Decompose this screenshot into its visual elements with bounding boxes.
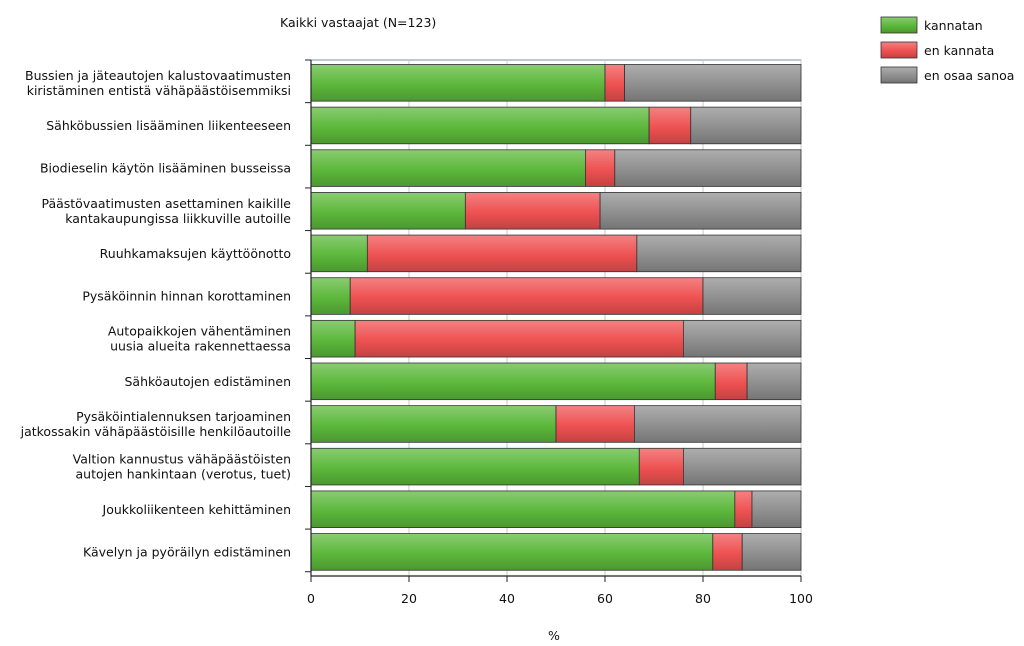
category-label-line: uusia alueita rakennettaessa xyxy=(110,339,291,354)
bar-12-en-osaa-sanoa xyxy=(741,533,802,571)
category-label-2: Sähköbussien lisääminen liikenteeseen xyxy=(46,118,291,133)
category-label-3: Biodieselin käytön lisääminen busseissa xyxy=(40,161,291,176)
category-label-line: Päästövaatimusten asettaminen kaikille xyxy=(41,196,291,211)
category-label-5: Ruuhkamaksujen käyttöönotto xyxy=(100,246,291,261)
plot-area xyxy=(310,59,802,577)
bar-8-en-kannata xyxy=(714,362,748,401)
category-label-6: Pysäköinnin hinnan korottaminen xyxy=(82,289,291,304)
bar-9-kannatan xyxy=(310,405,557,443)
category-label-line: Kävelyn ja pyöräilyn edistäminen xyxy=(83,544,291,559)
bar-11-en-osaa-sanoa xyxy=(751,490,802,529)
x-axis-title: % xyxy=(548,628,560,643)
legend-label-kannatan: kannatan xyxy=(924,18,983,33)
bar-6-en-osaa-sanoa xyxy=(702,277,802,315)
bar-2-kannatan xyxy=(310,106,650,145)
bar-1-kannatan xyxy=(310,64,606,102)
bar-11-en-kannata xyxy=(734,490,753,529)
legend-swatch-kannatan xyxy=(880,16,918,34)
bar-4-kannatan xyxy=(310,192,466,230)
bar-2-en-osaa-sanoa xyxy=(690,106,802,145)
category-label-12: Kävelyn ja pyöräilyn edistäminen xyxy=(83,544,291,559)
category-label-line: Valtion kannustus vähäpäästöisten xyxy=(73,452,291,467)
category-label-4: Päästövaatimusten asettaminen kaikille ka… xyxy=(41,196,291,226)
bar-4-en-osaa-sanoa xyxy=(599,192,802,230)
chart-title: Kaikki vastaajat (N=123) xyxy=(280,15,436,30)
x-tick-label-80: 80 xyxy=(695,591,711,606)
category-label-line: Autopaikkojen vähentäminen xyxy=(108,324,291,339)
bar-7-en-osaa-sanoa xyxy=(683,319,802,358)
category-label-line: Biodieselin käytön lisääminen busseissa xyxy=(40,161,291,176)
bar-3-kannatan xyxy=(310,149,586,187)
category-label-line: kantakaupungissa liikkuville autoille xyxy=(65,211,291,226)
legend-swatch-en-kannata xyxy=(880,41,918,59)
bar-5-en-kannata xyxy=(366,234,638,273)
category-label-10: Valtion kannustus vähäpäästöisten autojen… xyxy=(73,452,291,482)
bar-7-en-kannata xyxy=(354,319,684,358)
category-label-line: Pysäköintialennuksen tarjoaminen xyxy=(76,409,291,424)
plot-frame xyxy=(310,59,802,577)
category-label-line: Bussien ja jäteautojen kalustovaatimuste… xyxy=(25,68,291,83)
bar-9-en-osaa-sanoa xyxy=(634,405,802,443)
category-label-1: Bussien ja jäteautojen kalustovaatimuste… xyxy=(25,68,291,98)
category-label-line: jatkossakin vähäpäästöisille henkilöauto… xyxy=(20,424,292,439)
category-label-9: Pysäköintialennuksen tarjoaminen jatkossa… xyxy=(20,409,292,439)
bar-10-en-kannata xyxy=(638,447,684,486)
bar-6-kannatan xyxy=(310,277,351,315)
bar-10-kannatan xyxy=(310,447,640,486)
category-label-8: Sähköautojen edistäminen xyxy=(124,374,291,389)
legend: kannatan en kannata en osaa sanoa xyxy=(880,16,1014,84)
category-labels: Bussien ja jäteautojen kalustovaatimuste… xyxy=(20,68,292,560)
x-tick-label-60: 60 xyxy=(597,591,613,606)
category-label-11: Joukkoliikenteen kehittäminen xyxy=(102,502,291,517)
bar-5-kannatan xyxy=(310,234,368,273)
axes xyxy=(305,59,802,582)
category-label-line: kiristäminen entistä vähäpäästöisemmiksi xyxy=(27,83,291,98)
x-tick-labels: 0 20 40 60 80 100 xyxy=(307,591,813,606)
legend-label-en-osaa-sanoa: en osaa sanoa xyxy=(924,68,1014,83)
bar-1-en-kannata xyxy=(604,64,626,102)
bar-7-kannatan xyxy=(310,319,356,358)
bar-8-en-osaa-sanoa xyxy=(746,362,802,401)
bar-1-en-osaa-sanoa xyxy=(624,64,802,102)
bar-5-en-osaa-sanoa xyxy=(636,234,802,273)
bar-4-en-kannata xyxy=(464,192,601,230)
bar-3-en-kannata xyxy=(585,149,616,187)
category-label-line: Joukkoliikenteen kehittäminen xyxy=(102,502,291,517)
category-label-line: Ruuhkamaksujen käyttöönotto xyxy=(100,246,291,261)
x-tick-label-40: 40 xyxy=(499,591,515,606)
category-label-line: Sähköbussien lisääminen liikenteeseen xyxy=(46,118,291,133)
bar-10-en-osaa-sanoa xyxy=(683,447,802,486)
bar-11-kannatan xyxy=(310,490,736,529)
legend-swatch-en-osaa-sanoa xyxy=(880,66,918,84)
bar-2-en-kannata xyxy=(648,106,692,145)
legend-label-en-kannata: en kannata xyxy=(924,43,994,58)
bar-8-kannatan xyxy=(310,362,716,401)
x-tick-label-20: 20 xyxy=(401,591,417,606)
category-label-line: Pysäköinnin hinnan korottaminen xyxy=(82,289,291,304)
bar-9-en-kannata xyxy=(555,405,635,443)
category-label-line: Sähköautojen edistäminen xyxy=(124,374,291,389)
bar-3-en-osaa-sanoa xyxy=(614,149,802,187)
x-tick-label-100: 100 xyxy=(789,591,813,606)
bar-6-en-kannata xyxy=(349,277,704,315)
bars xyxy=(310,64,802,571)
gridlines xyxy=(408,60,802,576)
bar-12-kannatan xyxy=(310,533,714,571)
x-tick-label-0: 0 xyxy=(307,591,315,606)
bar-12-en-kannata xyxy=(712,533,743,571)
category-label-7: Autopaikkojen vähentäminen uusia alueita … xyxy=(108,324,291,354)
category-label-line: autojen hankintaan (verotus, tuet) xyxy=(76,467,292,482)
